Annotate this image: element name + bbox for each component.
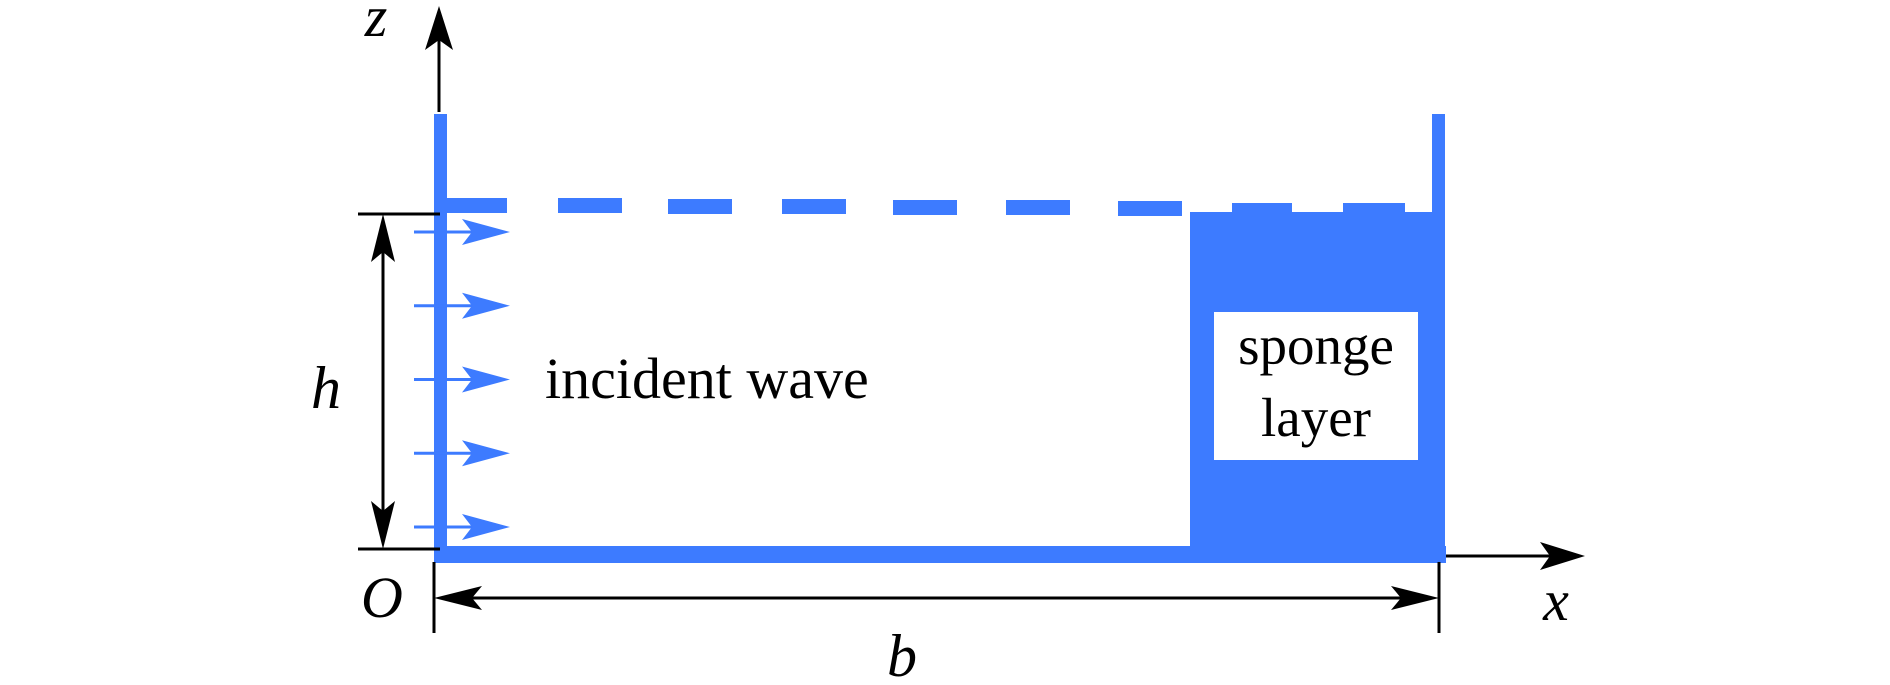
water-level-dash: [893, 200, 957, 215]
sponge-layer: sponge layer: [1190, 203, 1432, 563]
sponge-label-line1: sponge: [1238, 315, 1394, 376]
water-level-dash: [558, 198, 622, 213]
height-dimension: h: [311, 212, 440, 551]
width-arrowhead-left: [434, 586, 482, 610]
width-dimension: b: [432, 562, 1441, 685]
x-axis-arrowhead: [1540, 542, 1585, 570]
sponge-label-line2: layer: [1261, 387, 1371, 448]
incident-arrow-head: [462, 219, 510, 245]
coordinate-axes: [425, 6, 1585, 570]
water-level-dash: [447, 198, 507, 213]
height-arrowhead-bottom: [371, 501, 395, 549]
height-arrowhead-top: [371, 214, 395, 262]
width-arrowhead-right: [1391, 586, 1439, 610]
z-axis-label: z: [364, 0, 388, 49]
water-level-dash: [782, 199, 846, 214]
incident-arrow-head: [462, 440, 510, 467]
origin-label: O: [361, 565, 403, 630]
incident-arrow-head: [462, 292, 510, 319]
water-level-dashes: [447, 198, 1182, 216]
incident-wave-arrows: [414, 219, 510, 540]
right-wall: [1432, 114, 1445, 563]
water-level-dash: [1118, 201, 1182, 216]
x-axis-label: x: [1542, 568, 1569, 633]
incident-arrow-head: [462, 366, 510, 393]
water-level-dash: [668, 199, 732, 214]
z-axis-arrowhead: [425, 6, 453, 50]
water-level-dash: [1006, 200, 1070, 215]
incident-wave-label: incident wave: [545, 346, 869, 411]
height-label: h: [311, 355, 341, 421]
sponge-label-box: [1214, 312, 1418, 460]
incident-arrow-head: [462, 514, 510, 540]
width-label: b: [887, 623, 917, 685]
left-wall: [434, 114, 447, 562]
